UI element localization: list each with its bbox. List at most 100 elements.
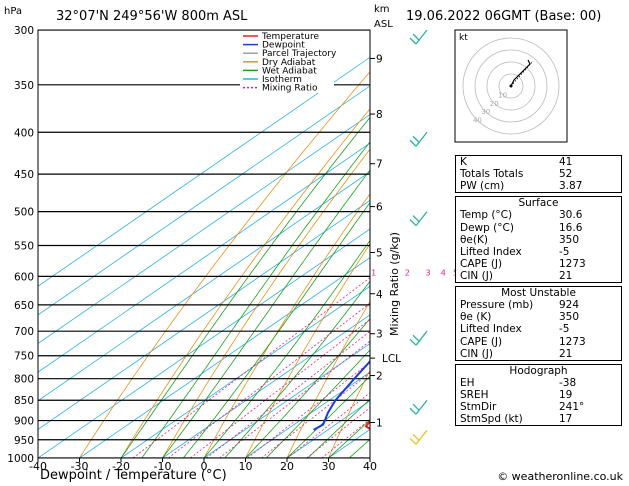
pressure-tick-label: 350	[14, 80, 34, 92]
row-label: EH	[460, 376, 475, 389]
asl-label: ASL	[374, 19, 393, 30]
height-axis: 1 2 3 4 5 6 7 8 9 LCL	[370, 53, 401, 430]
wet-adiabat-line	[286, 375, 370, 458]
table-row: CIN (J) 21	[456, 348, 621, 360]
legend-entry: Parcel Trajectory	[262, 49, 337, 59]
wind-barb	[415, 29, 428, 45]
height-tick-label: 8	[376, 109, 383, 121]
mixing-ratio-line	[168, 302, 370, 458]
hodograph-ring-label: 30	[481, 108, 490, 116]
pressure-tick-label: 800	[14, 374, 34, 386]
height-tick-label: 7	[376, 159, 383, 171]
hodograph-unit: kt	[459, 33, 468, 43]
legend-entry: Isotherm	[262, 75, 302, 85]
isotherm-lines	[38, 56, 370, 458]
row-value: 350	[559, 233, 580, 246]
row-label: θe(K)	[460, 233, 488, 246]
wet-adiabat-line	[245, 318, 370, 458]
wind-barb-flag	[409, 37, 417, 45]
wind-barb-flag	[412, 215, 420, 223]
height-tick-label: 4	[376, 289, 383, 301]
pressure-tick-label: 600	[14, 271, 34, 283]
hodograph-table: Hodograph EH -38 SREH 19 StmDir 241° StmSpd (k…	[455, 363, 622, 427]
wind-barb	[415, 330, 428, 346]
row-value: 1273	[559, 335, 586, 348]
wind-barb	[415, 429, 428, 445]
credit: © weatheronline.co.uk	[497, 470, 623, 483]
mixing-ratio-line	[132, 277, 370, 458]
wet-adiabat-line	[162, 169, 370, 458]
row-value: -38	[559, 376, 577, 389]
isotherm-line	[38, 85, 370, 316]
row-value: -5	[559, 323, 570, 336]
pressure-tick-label: 650	[14, 300, 34, 312]
isotherm-line	[38, 228, 370, 458]
wind-barb-flag	[409, 338, 417, 346]
wet-adiabat-line	[307, 398, 370, 458]
row-label: Lifted Index	[460, 245, 522, 258]
pressure-axis: 300 350 400 450 500 550 600 650 700 750 800 850 900 9…	[7, 25, 34, 465]
hodograph-ring	[474, 49, 548, 123]
mixing-ratio-label: 4	[441, 268, 446, 277]
row-value: 1273	[559, 257, 586, 270]
row-value: 52	[559, 168, 573, 181]
legend-entry: Temperature	[261, 32, 319, 42]
wind-barb-flag	[409, 219, 417, 227]
indices-panel: K 41 Totals Totals 52 PW (cm) 3.87 Surface Te…	[455, 155, 622, 429]
row-label: Pressure (mb)	[460, 299, 534, 312]
isotherm-line	[162, 314, 370, 458]
wind-barb-flag	[412, 334, 420, 342]
wind-barb	[415, 211, 428, 226]
row-value: 241°	[559, 401, 585, 414]
temperature-tick-label: -10	[154, 460, 172, 473]
plot-area	[38, 30, 370, 458]
pressure-tick-label: 300	[14, 25, 34, 37]
row-label: K	[460, 156, 467, 168]
mixing-ratio-label: 3	[425, 268, 430, 277]
pressure-tick-label: 850	[14, 395, 34, 407]
temperature-tick-label: -40	[29, 460, 47, 473]
pressure-tick-label: 700	[14, 326, 34, 338]
table-row: PW (cm) 3.87	[456, 180, 621, 192]
row-label: StmDir	[460, 401, 497, 414]
isotherm-line	[79, 257, 370, 458]
row-label: CIN (J)	[460, 269, 493, 282]
wind-barbs	[409, 29, 428, 445]
plot-frame	[37, 29, 371, 459]
height-tick-label: 5	[376, 248, 383, 260]
location-title: 32°07'N 249°56'W 800m ASL	[56, 9, 248, 24]
height-tick-label: 9	[376, 53, 383, 65]
hodograph-ring	[486, 61, 536, 111]
row-value: 16.6	[559, 221, 583, 234]
km-label: km	[374, 4, 390, 15]
dry-adiabat-line	[162, 148, 370, 458]
hodograph-ring-label: 40	[473, 117, 482, 125]
surface-title: Surface	[518, 197, 559, 210]
row-value: 21	[559, 347, 573, 360]
table-row: Lifted Index -5	[456, 323, 621, 335]
table-row: Pressure (mb) 924	[456, 299, 621, 311]
temperature-tick-label: 20	[280, 460, 294, 473]
temperature-tick-label: 40	[363, 460, 377, 473]
legend-entry: Wet Adiabat	[262, 66, 317, 76]
table-row: θe (K) 350	[456, 311, 621, 323]
isotherm-line	[38, 56, 370, 287]
temperature-tick-label: 10	[239, 460, 253, 473]
pressure-tick-label: 900	[14, 416, 34, 428]
row-label: Dewp (°C)	[460, 221, 514, 234]
row-label: CAPE (J)	[460, 257, 503, 270]
table-row: CAPE (J) 1273	[456, 336, 621, 348]
height-tick-label: 3	[376, 329, 383, 341]
row-label: CAPE (J)	[460, 335, 503, 348]
dry-adiabat-line	[203, 193, 370, 458]
row-value: 924	[559, 299, 580, 312]
row-value: 17	[559, 413, 573, 426]
indices-table: K 41 Totals Totals 52 PW (cm) 3.87	[455, 155, 622, 194]
row-value: 350	[559, 311, 580, 324]
temperature-tick-label: 30	[322, 460, 336, 473]
isotherm-line	[38, 114, 370, 345]
wet-adiabat-line	[141, 141, 370, 458]
row-value: 41	[559, 156, 573, 168]
